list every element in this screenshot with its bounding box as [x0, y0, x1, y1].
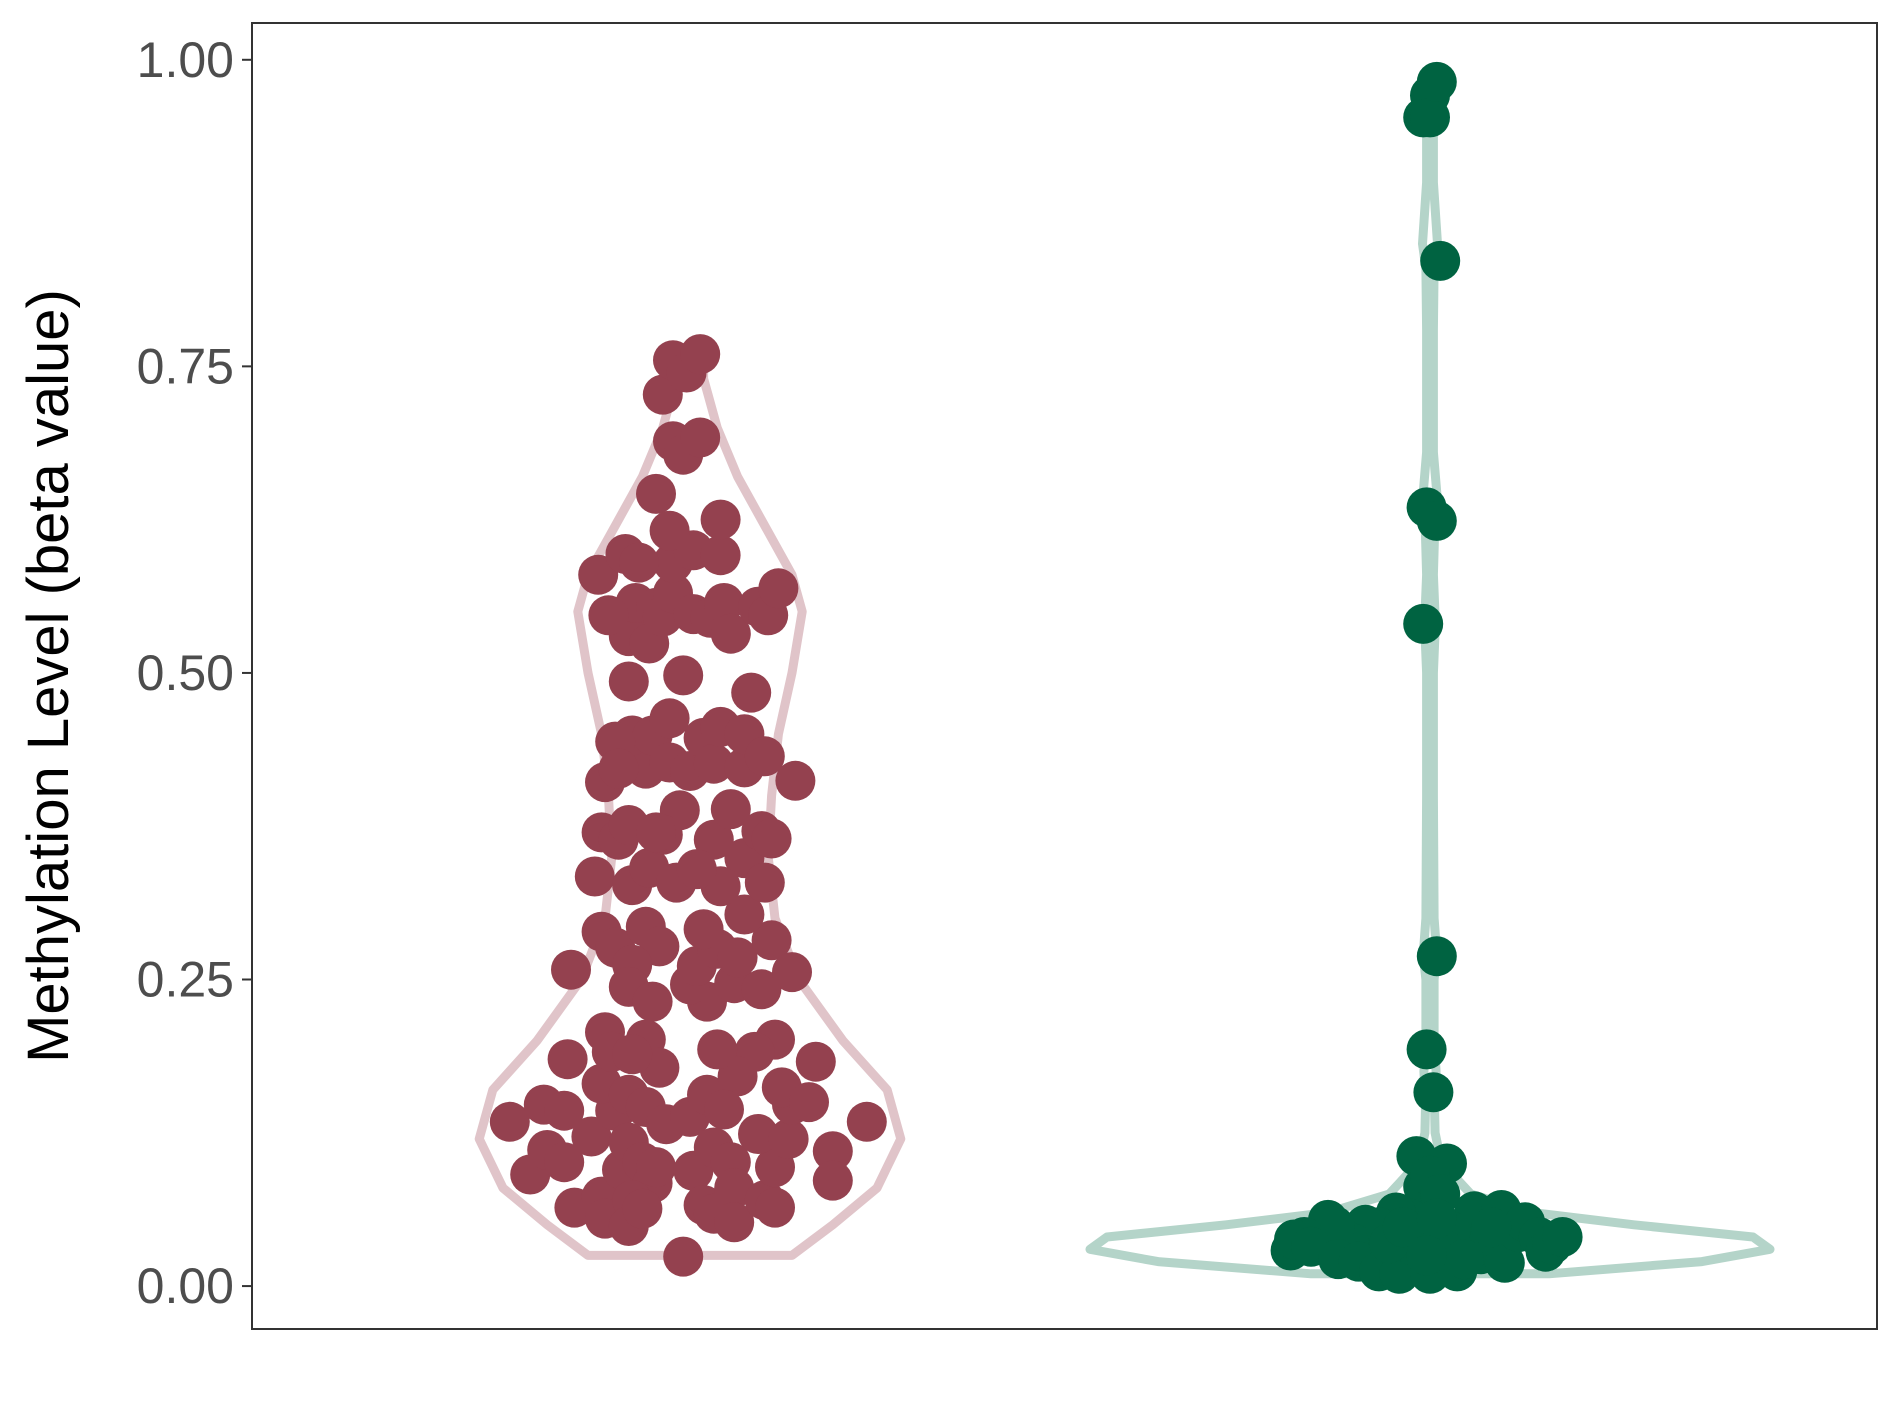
- data-point: [632, 981, 673, 1022]
- data-point: [693, 743, 734, 784]
- data-point: [544, 1142, 585, 1183]
- data-point: [738, 1114, 778, 1154]
- y-axis: 0.00 0.25 0.50 0.75 1.00: [137, 32, 252, 1314]
- data-point: [744, 862, 785, 903]
- data-point: [775, 760, 816, 801]
- data-point: [714, 1202, 755, 1243]
- data-point: [608, 661, 649, 702]
- data-point: [700, 499, 741, 540]
- data-point: [1410, 97, 1450, 138]
- data-point: [717, 937, 758, 978]
- data-point: [676, 849, 717, 890]
- data-point: [683, 909, 724, 950]
- y-tick-label: 0.00: [137, 1258, 234, 1314]
- data-point: [1416, 1198, 1457, 1239]
- data-point: [612, 1034, 653, 1075]
- data-point: [551, 949, 591, 990]
- data-point: [1406, 1235, 1447, 1276]
- y-tick-label: 0.75: [137, 338, 234, 394]
- data-point: [724, 894, 765, 935]
- data-point: [636, 1147, 676, 1188]
- y-axis-title: Methylation Level (beta value): [16, 289, 81, 1063]
- data-point: [1406, 1029, 1447, 1070]
- data-point: [751, 920, 792, 961]
- data-point: [588, 595, 629, 636]
- data-point: [710, 613, 751, 654]
- y-tick-label: 0.50: [137, 645, 234, 701]
- data-point: [680, 417, 721, 458]
- data-point: [1420, 240, 1461, 281]
- data-point: [1382, 1207, 1423, 1248]
- data-point: [693, 819, 734, 860]
- data-point: [1416, 61, 1457, 102]
- data-point: [1471, 1207, 1512, 1248]
- data-point: [1416, 500, 1457, 541]
- data-point: [710, 789, 751, 830]
- data-point: [741, 969, 782, 1010]
- data-point: [755, 1187, 795, 1228]
- data-point: [795, 1041, 836, 1082]
- data-point: [489, 1101, 530, 1142]
- data-point: [714, 1168, 755, 1208]
- y-tick-label: 1.00: [137, 32, 234, 88]
- data-point: [636, 812, 676, 853]
- data-point: [598, 748, 639, 789]
- data-point: [571, 1116, 612, 1157]
- data-point: [663, 1236, 704, 1277]
- data-point: [649, 510, 690, 551]
- data-points: [489, 61, 1583, 1294]
- data-point: [704, 583, 744, 623]
- data-point: [758, 568, 799, 609]
- data-point: [768, 1118, 809, 1159]
- data-point: [574, 856, 615, 897]
- data-point: [1403, 603, 1444, 644]
- data-point: [812, 1160, 853, 1201]
- data-point: [680, 334, 721, 375]
- data-point: [744, 736, 785, 777]
- data-point: [1444, 1239, 1484, 1280]
- data-point: [1413, 1072, 1454, 1113]
- data-point: [731, 672, 772, 713]
- data-point: [636, 473, 676, 514]
- data-point: [578, 554, 619, 595]
- y-tick-label: 0.25: [137, 952, 234, 1008]
- data-point: [1484, 1242, 1525, 1283]
- data-point: [700, 535, 741, 576]
- data-point: [1416, 936, 1457, 977]
- data-point: [772, 952, 812, 993]
- data-point: [544, 1090, 585, 1131]
- data-point: [846, 1101, 887, 1142]
- data-point: [663, 655, 704, 696]
- data-point: [697, 1029, 738, 1070]
- data-point: [704, 1089, 744, 1130]
- data-point: [812, 1131, 853, 1172]
- data-point: [1542, 1217, 1583, 1257]
- data-point: [619, 542, 659, 583]
- data-point: [789, 1082, 829, 1123]
- data-point: [622, 1188, 663, 1229]
- data-point: [649, 698, 690, 739]
- data-point: [751, 818, 792, 859]
- data-point: [547, 1039, 588, 1080]
